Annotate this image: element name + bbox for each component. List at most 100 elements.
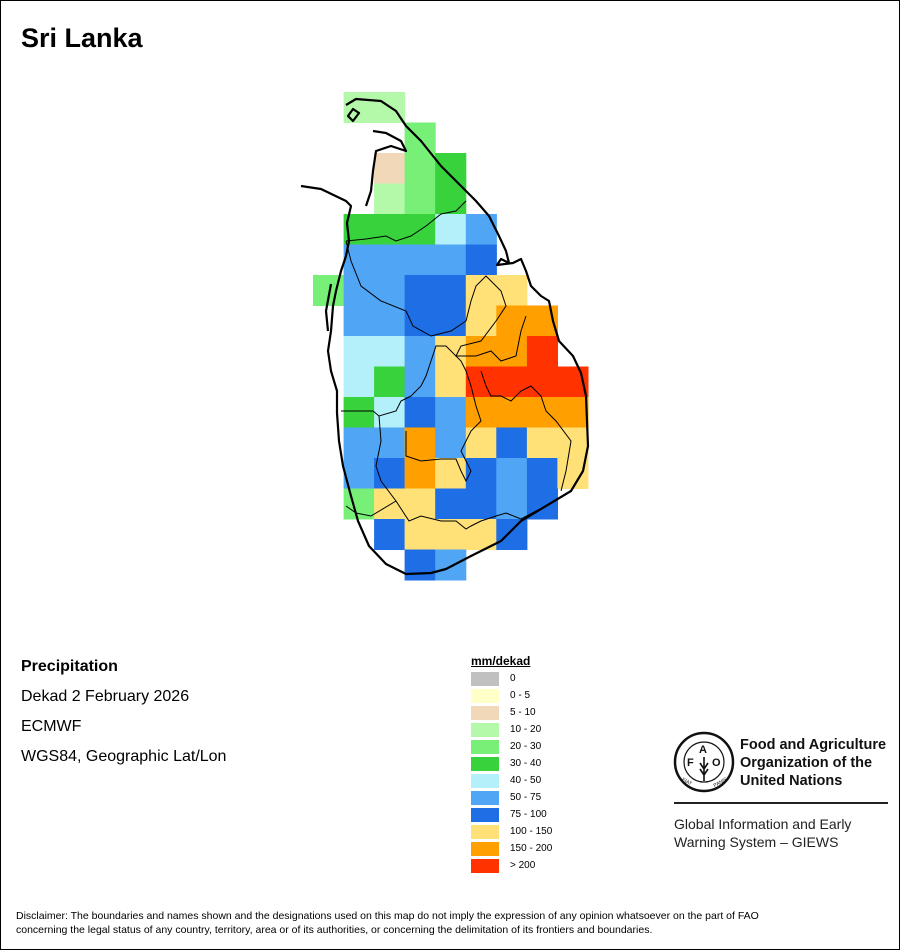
grid-cell [557, 397, 589, 428]
legend-swatch [471, 825, 499, 839]
grid-cell [465, 214, 497, 245]
grid-cell [343, 397, 375, 428]
grid-cell [374, 214, 406, 245]
grid-cell [374, 427, 406, 459]
grid-cell [374, 488, 406, 520]
legend-swatch [471, 689, 499, 703]
legend-swatch [471, 842, 499, 856]
grid-cell [374, 336, 406, 367]
legend-label: 0 - 5 [510, 690, 531, 701]
grid-cell [404, 244, 436, 276]
grid-cell [343, 305, 375, 337]
grid-cell [374, 366, 406, 398]
disclaimer-line: concerning the legal status of any count… [16, 924, 653, 936]
svg-text:A: A [699, 744, 707, 756]
grid-cell [404, 427, 436, 459]
fao-name-line: United Nations [740, 773, 843, 789]
grid-cell [465, 488, 497, 520]
grid-cell [374, 458, 406, 489]
grid-cell [557, 427, 589, 459]
legend-swatch [471, 859, 499, 873]
grid-cell [404, 305, 436, 337]
legend-swatch [471, 723, 499, 737]
legend-label: > 200 [510, 860, 536, 871]
grid-cell [435, 305, 467, 337]
legend-label: 5 - 10 [510, 707, 536, 718]
legend-label: 75 - 100 [510, 809, 547, 820]
grid-cell [343, 275, 375, 306]
grid-cell [404, 366, 436, 398]
legend-swatch [471, 740, 499, 754]
legend-swatch [471, 706, 499, 720]
giews-name: Global Information and Early Warning Sys… [674, 815, 851, 851]
grid-cell [465, 458, 497, 489]
grid-cell [496, 275, 528, 306]
map-title: Sri Lanka [21, 23, 143, 53]
grid-cell [465, 305, 497, 337]
grid-cell [374, 183, 406, 215]
svg-text:F: F [687, 757, 694, 769]
legend-label: 150 - 200 [510, 843, 553, 854]
grid-cell [404, 183, 436, 215]
grid-cell [465, 244, 497, 276]
grid-cell [496, 519, 528, 550]
grid-cell [435, 153, 467, 184]
legend-label: 20 - 30 [510, 741, 542, 752]
legend-swatch [471, 791, 499, 805]
grid-cell [404, 458, 436, 489]
grid-cell [435, 244, 467, 276]
grid-cell [496, 366, 528, 398]
variable-label: Precipitation [21, 658, 118, 675]
grid-cell [404, 122, 436, 154]
svg-text:O: O [712, 757, 721, 769]
coastline [300, 97, 590, 576]
grid-cell [526, 397, 558, 428]
grid-cell [435, 214, 467, 245]
boundaries [300, 97, 590, 576]
grid-cell [435, 549, 467, 581]
fao-name-line: Food and Agriculture [740, 737, 887, 753]
grid-cell [404, 549, 436, 581]
grid-cell [526, 458, 558, 489]
grid-cell [343, 427, 375, 459]
grid-cell [343, 488, 375, 520]
grid-cell [404, 488, 436, 520]
grid-cell [496, 427, 528, 459]
period-label: Dekad 2 February 2026 [21, 688, 190, 705]
legend-swatch [471, 757, 499, 771]
legend-label: 50 - 75 [510, 792, 542, 803]
grid-cell [374, 275, 406, 306]
grid-cell [526, 336, 558, 367]
legend-label: 100 - 150 [510, 826, 553, 837]
grid-cell [465, 397, 497, 428]
source-label: ECMWF [21, 718, 82, 735]
grid-cell [404, 397, 436, 428]
grid-cell [404, 153, 436, 184]
grid-cell [496, 458, 528, 489]
legend-swatch [471, 808, 499, 822]
grid-cell [404, 275, 436, 306]
svg-text:FIAT: FIAT [681, 777, 693, 787]
grid-cell [374, 519, 406, 550]
giews-line: Global Information and Early [674, 816, 852, 832]
grid-cell [526, 366, 558, 398]
grid-cell [435, 488, 467, 520]
fao-logo-icon: F A O FIAT PANIS [673, 731, 735, 793]
grid-cell [496, 336, 528, 367]
divider [674, 802, 888, 804]
grid-cell [465, 427, 497, 459]
legend-label: 10 - 20 [510, 724, 542, 735]
grid-cell [435, 183, 467, 215]
disclaimer-line: Disclaimer: The boundaries and names sho… [16, 910, 759, 922]
giews-line: Warning System – GIEWS [674, 834, 839, 850]
projection-label: WGS84, Geographic Lat/Lon [21, 748, 227, 765]
grid-cell [435, 458, 467, 489]
legend-label: 30 - 40 [510, 758, 542, 769]
grid-cell [374, 153, 406, 184]
disclaimer: Disclaimer: The boundaries and names sho… [16, 909, 886, 937]
grid-cell [435, 397, 467, 428]
grid-cell [374, 244, 406, 276]
grid-cell [404, 519, 436, 550]
